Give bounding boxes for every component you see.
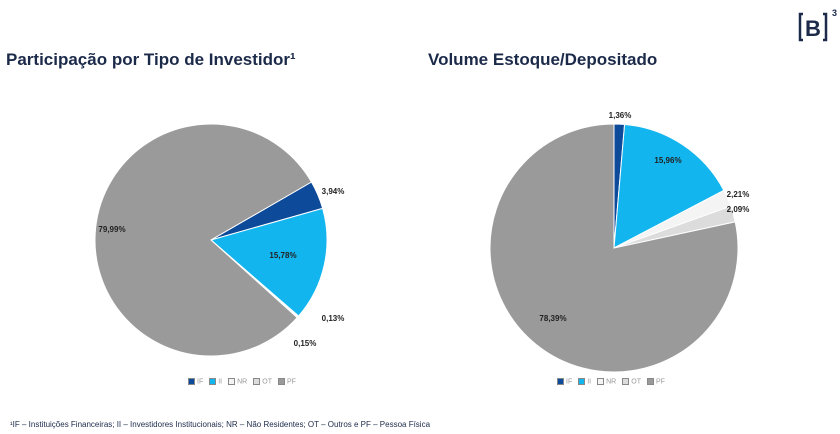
- legend-item-nr: NR: [597, 378, 616, 385]
- chart-title-left: Participação por Tipo de Investidor¹: [6, 50, 296, 69]
- legend-item-nr: NR: [228, 378, 247, 385]
- legend-left: IF II NR OT PF: [188, 378, 296, 385]
- legend-item-if: IF: [188, 378, 203, 385]
- data-label-ii: 15,78%: [269, 251, 296, 260]
- legend-swatch: [277, 378, 285, 385]
- legend-swatch: [597, 378, 605, 385]
- data-label-nr: 2,21%: [727, 190, 750, 199]
- pie-slice-ii: [209, 207, 328, 317]
- data-label-nr: 0,13%: [322, 314, 345, 323]
- footnote: ¹IF – Instituições Financeiras; II – Inv…: [10, 420, 431, 429]
- pie-slice-ii: [613, 123, 725, 249]
- data-label-pf: 79,99%: [98, 225, 125, 234]
- data-label-ot: 2,09%: [727, 205, 750, 214]
- chart-title-right: Volume Estoque/Depositado: [428, 50, 658, 69]
- legend-item-if: IF: [557, 378, 572, 385]
- legend-swatch: [253, 378, 261, 385]
- legend-swatch: [646, 378, 654, 385]
- pie-slice-pf: [94, 123, 313, 357]
- svg-text:B: B: [805, 16, 821, 41]
- legend-swatch: [209, 378, 217, 385]
- svg-text:3: 3: [832, 8, 837, 18]
- data-label-if: 1,36%: [609, 111, 632, 120]
- data-label-ot: 0,15%: [294, 339, 317, 348]
- legend-item-ot: OT: [622, 378, 641, 385]
- pie-slice-pf: [489, 123, 739, 373]
- legend-item-pf: PF: [646, 378, 665, 385]
- legend-swatch: [578, 378, 586, 385]
- legend-item-ii: II: [578, 378, 591, 385]
- legend-item-ii: II: [209, 378, 222, 385]
- legend-item-ot: OT: [253, 378, 272, 385]
- data-label-pf: 78,39%: [539, 314, 566, 323]
- b3-logo: B 3: [798, 8, 837, 42]
- data-label-if: 3,94%: [322, 187, 345, 196]
- legend-item-pf: PF: [277, 378, 296, 385]
- data-label-ii: 15,96%: [654, 156, 681, 165]
- legend-swatch: [622, 378, 630, 385]
- legend-swatch: [557, 378, 564, 385]
- legend-swatch: [188, 378, 195, 385]
- legend-swatch: [228, 378, 236, 385]
- legend-right: IF II NR OT PF: [557, 378, 665, 385]
